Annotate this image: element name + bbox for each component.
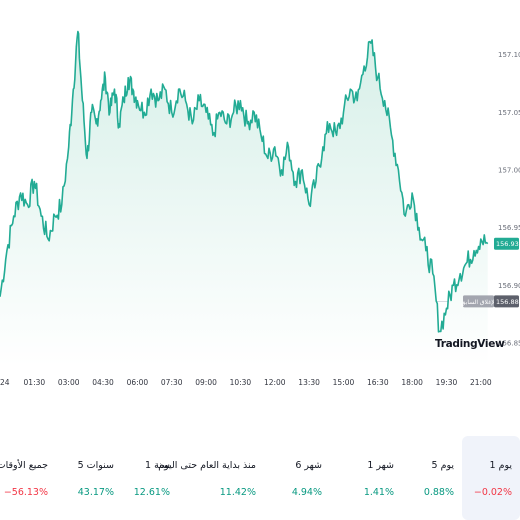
chart-canvas[interactable]: 157.100 157.050 157.000 156.950 156.900 156.8… — [0, 0, 520, 420]
previous-close-text-badge — [463, 295, 494, 308]
period-tab[interactable]: 1 يوم −0.02% — [462, 436, 520, 520]
x-axis-tick-label: 03:00 — [58, 378, 80, 387]
previous-close-label: 156.886 — [496, 298, 520, 306]
y-axis-tick-label: 157.000 — [498, 166, 520, 174]
x-axis-tick-label: 19:30 — [436, 378, 458, 387]
period-change-value: 0.88% — [423, 487, 454, 498]
x-axis-tick-label: 16:30 — [367, 378, 389, 387]
x-axis-tick-label: 07:30 — [161, 378, 183, 387]
period-label: 5 يوم — [431, 460, 454, 471]
y-axis-tick-label: 156.950 — [498, 224, 520, 232]
period-label: 6 شهر — [295, 460, 322, 471]
x-axis-tick-label: 09:00 — [195, 378, 217, 387]
price-line — [0, 30, 489, 333]
period-change-value: 11.42% — [219, 487, 256, 498]
x-axis-tick-label: 24 — [0, 378, 10, 387]
previous-close-text: الإغلاق السابق — [461, 299, 497, 306]
period-tab[interactable]: 1 سنة 12.61% — [122, 436, 178, 520]
x-axis-tick-label: 13:30 — [298, 378, 320, 387]
x-axis-tick-label: 12:00 — [264, 378, 286, 387]
period-change-value: −0.02% — [473, 487, 512, 498]
x-axis-tick-label: 21:00 — [470, 378, 492, 387]
previous-close-badge — [494, 295, 519, 308]
tradingview-wordmark: TradingView — [435, 338, 505, 350]
y-axis-tick-label: 156.850 — [498, 339, 520, 347]
period-tab[interactable]: 5 يوم 0.88% — [402, 436, 462, 520]
x-axis-tick-label: 01:30 — [24, 378, 46, 387]
period-change-value: −56.13% — [3, 487, 48, 498]
current-price-badge — [494, 237, 519, 250]
period-label: منذ بداية العام حتى اليوم — [158, 460, 256, 471]
tradingview-logo[interactable]: TradingView — [432, 334, 505, 354]
period-label: جميع الأوقات — [0, 460, 48, 471]
y-axis-tick-label: 156.900 — [498, 282, 520, 290]
period-change-value: 43.17% — [77, 487, 114, 498]
period-tab[interactable]: 1 شهر 1.41% — [330, 436, 402, 520]
period-tab[interactable]: 6 شهر 4.94% — [264, 436, 330, 520]
x-axis-tick-label: 06:00 — [127, 378, 149, 387]
y-axis-tick-label: 157.100 — [498, 51, 520, 59]
current-price-label: 156.936 — [496, 240, 520, 248]
period-tab[interactable]: منذ بداية العام حتى اليوم 11.42% — [158, 436, 264, 520]
period-change-value: 1.41% — [363, 487, 394, 498]
price-area-fill — [0, 31, 488, 366]
x-axis-tick-label: 04:30 — [92, 378, 114, 387]
x-axis-tick-label: 15:00 — [333, 378, 355, 387]
x-axis-tick-label: 10:30 — [230, 378, 252, 387]
period-change-value: 12.61% — [133, 487, 170, 498]
period-change-value: 4.94% — [291, 487, 322, 498]
period-label: 1 سنة — [145, 460, 170, 471]
period-label: 1 شهر — [367, 460, 394, 471]
period-tab[interactable]: 5 سنوات 43.17% — [56, 436, 122, 520]
x-axis-tick-label: 18:00 — [401, 378, 423, 387]
price-chart[interactable]: 157.100 157.050 157.000 156.950 156.900 156.8… — [0, 0, 520, 420]
period-label: 1 يوم — [489, 460, 512, 471]
period-label: 5 سنوات — [77, 460, 114, 471]
performance-periods: 1 يوم −0.02% 5 يوم 0.88% 1 شهر 1.41% 6 شهر 4.94… — [0, 436, 520, 520]
period-tab[interactable]: جميع الأوقات −56.13% — [0, 436, 56, 520]
y-axis-tick-label: 157.050 — [498, 109, 520, 117]
